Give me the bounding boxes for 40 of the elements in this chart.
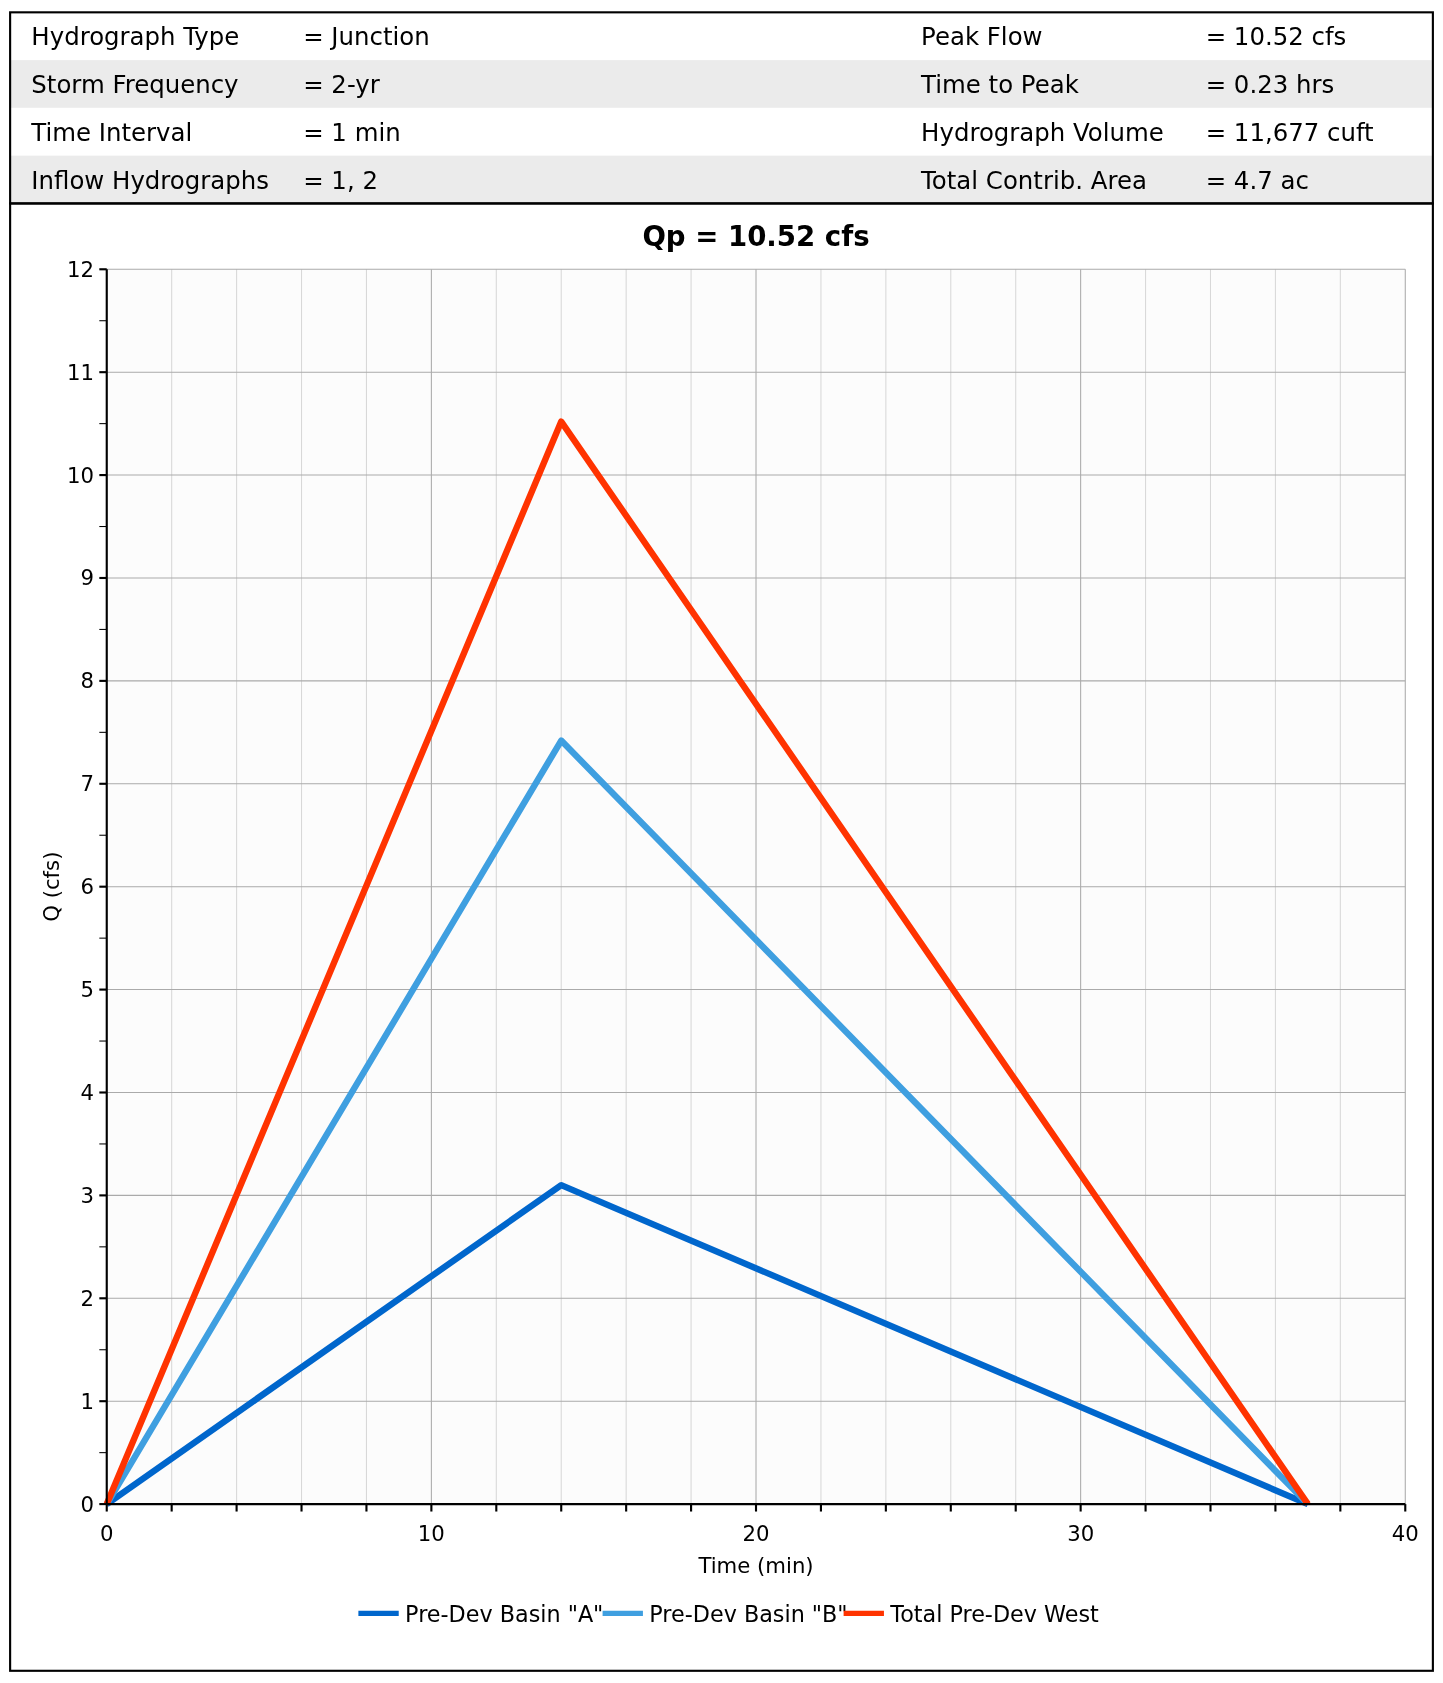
text: = Junction	[303, 22, 430, 52]
x-tick-label: 10	[417, 1521, 445, 1547]
y-tick-label: 4	[80, 1079, 94, 1105]
y-tick-label: 6	[80, 874, 94, 900]
y-tick-label: 12	[66, 256, 94, 282]
x-axis-title: Time (min)	[697, 1553, 814, 1579]
legend-label: Total Pre-Dev West	[889, 1600, 1100, 1627]
y-tick-label: 2	[80, 1285, 94, 1311]
legend-label: Pre-Dev Basin "B"	[649, 1600, 848, 1627]
text: Total Contrib. Area	[920, 165, 1147, 195]
x-tick-label: 30	[1067, 1521, 1095, 1547]
y-tick-label: 5	[80, 977, 94, 1003]
y-tick-label: 9	[80, 565, 94, 591]
x-tick-label: 0	[99, 1521, 114, 1547]
text: = 11,677 cuft	[1205, 117, 1374, 147]
text: = 4.7 ac	[1205, 165, 1309, 195]
text: Storm Frequency	[31, 70, 239, 100]
y-axis-title: Q (cfs)	[38, 851, 64, 922]
text: Peak Flow	[921, 22, 1043, 52]
text: Inflow Hydrographs	[31, 165, 269, 195]
text: = 10.52 cfs	[1205, 22, 1347, 52]
text: Time Interval	[30, 117, 193, 147]
text: Hydrograph Volume	[921, 117, 1164, 147]
text: = 1 min	[303, 117, 401, 147]
y-tick-label: 10	[66, 462, 94, 488]
chart-title: Qp = 10.52 cfs	[642, 219, 870, 253]
y-tick-label: 1	[80, 1388, 94, 1414]
x-tick-label: 20	[742, 1521, 770, 1547]
y-tick-label: 3	[80, 1182, 94, 1208]
text: Hydrograph Type	[31, 22, 240, 52]
y-tick-label: 0	[80, 1491, 94, 1517]
legend-label: Pre-Dev Basin "A"	[405, 1600, 604, 1627]
text: = 2-yr	[303, 70, 381, 100]
y-tick-label: 7	[80, 771, 94, 797]
text: = 1, 2	[303, 165, 378, 195]
x-tick-label: 40	[1391, 1521, 1419, 1547]
y-tick-label: 8	[80, 668, 94, 694]
text: Time to Peak	[920, 70, 1080, 100]
y-tick-label: 11	[66, 359, 94, 385]
text: = 0.23 hrs	[1205, 70, 1335, 100]
